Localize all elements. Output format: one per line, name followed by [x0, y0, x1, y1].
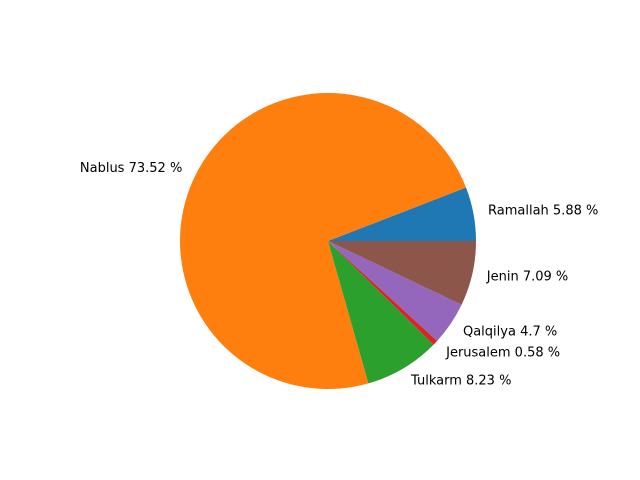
pie-label-ramallah: Ramallah 5.88 %: [488, 204, 598, 219]
pie-label-qalqilya: Qalqilya 4.7 %: [463, 324, 557, 339]
pie-slice-jenin: [328, 241, 476, 305]
pie-label-jerusalem: Jerusalem 0.58 %: [445, 346, 560, 361]
pie-slice-nablus: [179, 93, 467, 389]
pie-slice-ramallah: [328, 187, 476, 241]
pie-labels: Ramallah 5.88 % Nablus 73.52 % Tulkarm 8.2…: [80, 161, 598, 389]
pie-label-jenin: Jenin 7.09 %: [486, 269, 569, 284]
pie-slice-qalqilya: [328, 241, 462, 341]
pie-label-tulkarm: Tulkarm 8.23 %: [410, 374, 511, 389]
pie-slice-tulkarm: [328, 241, 434, 384]
pie-slices: [179, 93, 476, 389]
pie-label-nablus: Nablus 73.52 %: [80, 161, 182, 176]
pie-slice-jerusalem: [328, 241, 438, 345]
